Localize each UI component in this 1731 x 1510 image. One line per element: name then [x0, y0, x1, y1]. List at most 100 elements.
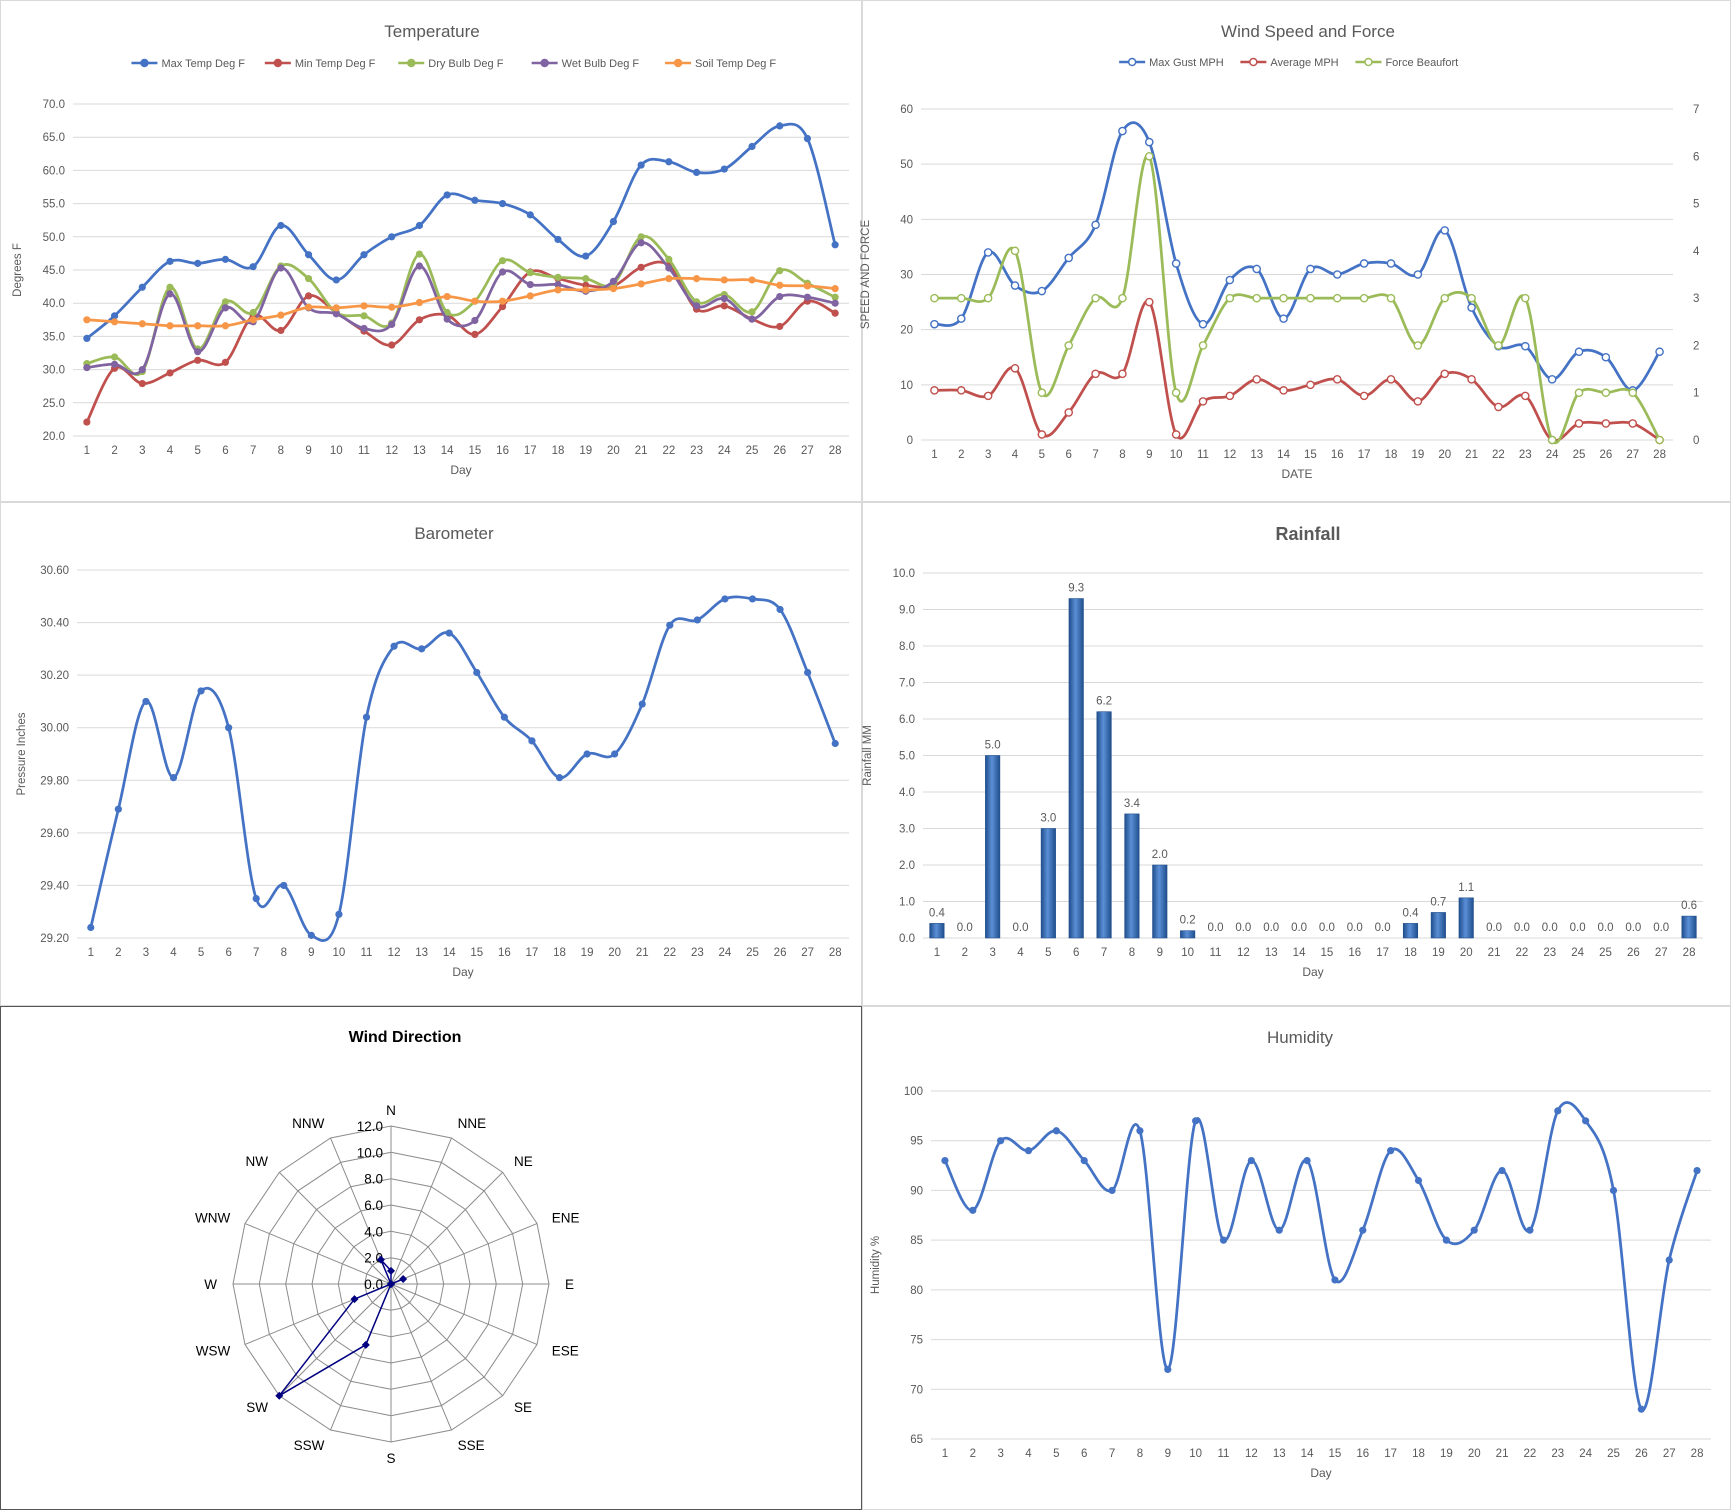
data-point — [138, 320, 146, 328]
x-tick-label: 4 — [167, 445, 174, 457]
category-label: W — [204, 1277, 217, 1292]
y-axis-label: Pressure Inches — [16, 712, 28, 795]
category-label: NW — [245, 1154, 268, 1169]
x-tick-label: 18 — [552, 445, 565, 457]
x-tick-label: 6 — [225, 947, 231, 959]
y-tick-label: 3.0 — [899, 824, 915, 836]
humidity-chart-panel: Humidity 65 70 75 80 85 90 95 100 1 2 3 4 5 6 7 8 9 10 11 12… — [862, 1006, 1731, 1510]
data-point — [1171, 388, 1181, 398]
x-tick-label: 13 — [1265, 947, 1278, 959]
y-tick-label: 40 — [900, 214, 913, 226]
series-line — [943, 1101, 1699, 1412]
data-point — [1386, 293, 1396, 303]
data-point — [831, 299, 839, 307]
data-point — [1279, 293, 1288, 303]
data-point — [360, 251, 368, 259]
r-tick-label: 4.0 — [364, 1224, 383, 1239]
data-point — [390, 642, 398, 650]
chart-title: Temperature — [384, 22, 479, 41]
data-point — [1628, 419, 1638, 428]
legend-item: Dry Bulb Deg F — [398, 58, 504, 70]
legend-label: Soil Temp Deg F — [695, 58, 776, 70]
y-tick-label: 60.0 — [43, 165, 65, 177]
category-label: N — [386, 1103, 396, 1118]
series-group — [83, 122, 839, 342]
category-label: WNW — [195, 1210, 230, 1225]
data-point — [609, 217, 618, 226]
data-point — [1520, 341, 1530, 351]
data-point — [304, 275, 313, 283]
radar-spoke — [278, 1171, 392, 1285]
y-tick-label: 30.40 — [40, 618, 69, 630]
x-tick-label: 17 — [1358, 449, 1371, 461]
y-tick-label: 95 — [910, 1136, 923, 1148]
legend-label: Max Gust MPH — [1149, 57, 1224, 69]
data-point — [956, 293, 966, 303]
series-line — [934, 121, 1661, 392]
data-point — [388, 303, 396, 311]
data-point — [387, 1266, 395, 1275]
x-tick-label: 26 — [1627, 947, 1640, 959]
y-tick-label: 10 — [900, 380, 913, 392]
x-tick-label: 25 — [1599, 947, 1612, 959]
data-point — [1414, 1176, 1423, 1185]
data-point — [443, 292, 451, 301]
y-tick-label: 9.0 — [899, 605, 915, 617]
data-point — [748, 142, 756, 151]
data-point — [83, 334, 91, 342]
data-point — [637, 263, 645, 271]
x-axis-label: Day — [452, 965, 473, 979]
x-tick-label: 8 — [281, 947, 287, 959]
data-point — [831, 309, 839, 317]
x-axis-label: Day — [1310, 1466, 1331, 1480]
data-label: 0.0 — [1486, 922, 1502, 934]
data-point — [1144, 297, 1154, 307]
x-tick-label: 1 — [84, 445, 90, 457]
data-label: 0.2 — [1180, 915, 1196, 927]
barometer-chart-panel: Barometer 29.20 29.40 29.60 29.80 30.00 30.20 3… — [0, 502, 862, 1006]
data-label: 0.0 — [1347, 922, 1363, 934]
data-point — [1442, 1236, 1450, 1244]
x-tick-label: 28 — [1683, 947, 1696, 959]
data-point — [498, 268, 507, 276]
data-point — [611, 750, 619, 758]
wind-speed-chart: Wind Speed and Force01020304050600123456… — [860, 22, 1700, 481]
data-point — [1440, 293, 1450, 303]
bar — [1096, 711, 1112, 939]
data-point — [721, 595, 729, 603]
y-tick-label: 55.0 — [43, 199, 65, 211]
data-point — [776, 605, 784, 614]
category-label: WSW — [196, 1344, 231, 1359]
temperature-chart: Temperature 20.0 25.0 30.0 35.0 40.0 45.0 50.0 5… — [12, 22, 849, 477]
x-tick-label: 18 — [1404, 947, 1417, 959]
x-tick-label: 19 — [581, 947, 594, 959]
y-tick-label: 75 — [910, 1335, 923, 1347]
y-tick-label: 90 — [910, 1185, 923, 1197]
y-tick-label: 20.0 — [43, 431, 65, 443]
x-tick-label: 7 — [253, 947, 259, 959]
x-tick-label: 6 — [222, 445, 228, 457]
x-tick-label: 25 — [1573, 449, 1586, 461]
data-point — [304, 251, 313, 259]
data-point — [399, 1274, 408, 1283]
x-tick-label: 26 — [1599, 449, 1612, 461]
x-tick-label: 20 — [607, 445, 620, 457]
series-line — [934, 153, 1661, 445]
series-group — [930, 297, 1664, 445]
x-tick-label: 21 — [1496, 1448, 1509, 1460]
data-point — [1279, 314, 1288, 323]
data-point — [169, 774, 178, 782]
data-point — [194, 259, 202, 267]
category-label: NNE — [458, 1116, 487, 1131]
series-line — [89, 595, 837, 942]
data-point — [194, 322, 202, 330]
data-point — [1547, 375, 1557, 384]
x-tick-label: 5 — [198, 947, 204, 959]
data-point — [83, 364, 91, 372]
data-point — [280, 881, 288, 890]
data-point — [748, 595, 757, 603]
data-point — [221, 255, 230, 263]
data-point — [720, 302, 728, 310]
data-point — [471, 330, 479, 339]
x-tick-label: 10 — [1189, 1448, 1202, 1460]
